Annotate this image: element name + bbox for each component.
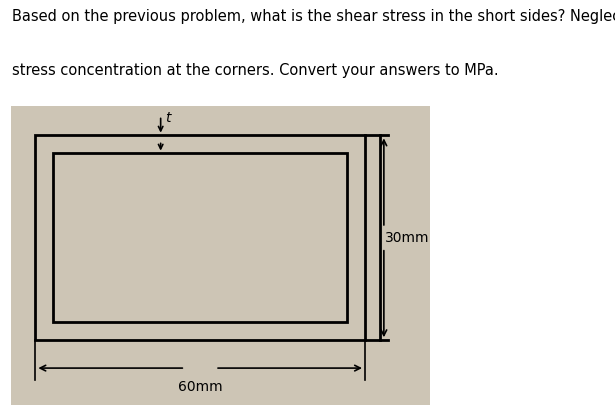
Bar	[54, 153, 347, 322]
Text: 30mm: 30mm	[385, 231, 429, 245]
Bar	[10, 106, 430, 405]
Bar	[36, 135, 365, 340]
Text: t: t	[165, 111, 170, 124]
Text: 60mm: 60mm	[178, 380, 223, 394]
Text: Based on the previous problem, what is the shear stress in the short sides? Negl: Based on the previous problem, what is t…	[12, 9, 615, 24]
Text: stress concentration at the corners. Convert your answers to MPa.: stress concentration at the corners. Con…	[12, 62, 499, 78]
